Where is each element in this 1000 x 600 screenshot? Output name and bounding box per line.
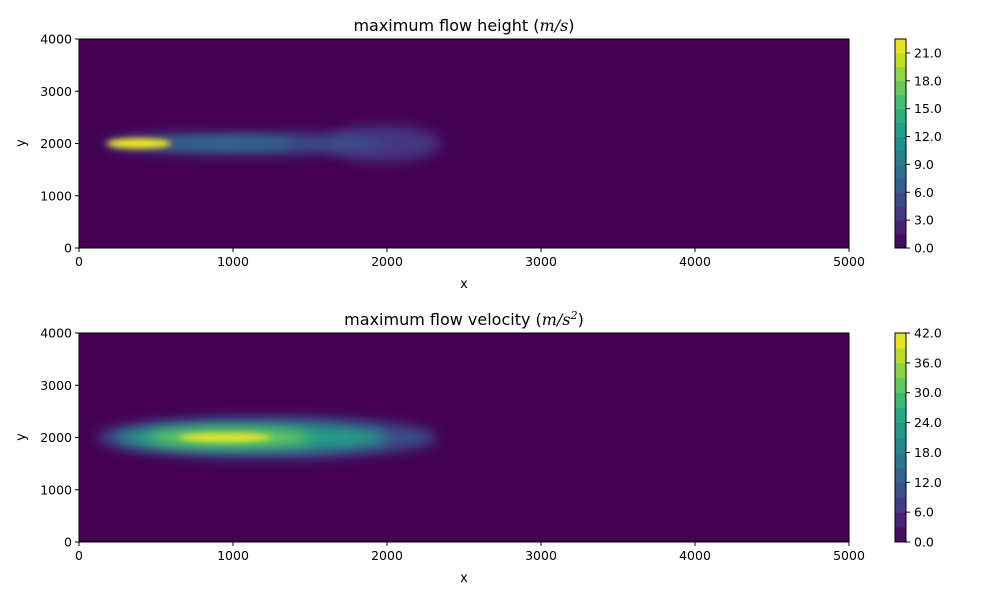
colorbar-tick-label: 9.0 bbox=[914, 157, 934, 172]
field-peak bbox=[106, 138, 172, 149]
y-tick-label: 0 bbox=[64, 241, 72, 256]
colorbar-tick-label: 21.0 bbox=[914, 45, 942, 60]
colorbar-band bbox=[895, 136, 906, 151]
colorbar-tick-label: 6.0 bbox=[914, 185, 934, 200]
colorbar-tick-label: 0.0 bbox=[914, 241, 934, 256]
colorbar-bands bbox=[895, 333, 906, 543]
x-tick-label: 3000 bbox=[525, 548, 557, 563]
colorbar-tick-label: 6.0 bbox=[914, 505, 934, 520]
colorbar-band bbox=[895, 234, 906, 249]
colorbar-band bbox=[895, 527, 906, 543]
heatmap-marks bbox=[102, 125, 441, 162]
y-tick-label: 3000 bbox=[40, 84, 72, 99]
x-tick-label: 1000 bbox=[217, 548, 249, 563]
chart-title: maximum flow height (m/s) bbox=[353, 16, 574, 35]
y-tick-label: 3000 bbox=[40, 378, 72, 393]
colorbar-band bbox=[895, 452, 906, 468]
colorbar-band bbox=[895, 94, 906, 110]
colorbar-tick-label: 36.0 bbox=[914, 355, 942, 370]
colorbar-band bbox=[895, 39, 906, 54]
colorbar-band bbox=[895, 122, 906, 138]
colorbar-band bbox=[895, 347, 906, 364]
y-tick-label: 4000 bbox=[40, 326, 72, 341]
colorbar: 0.0 3.0 6.0 9.0 12.0 15.0 18.0 21.0 bbox=[894, 38, 942, 256]
colorbar-band bbox=[895, 220, 906, 235]
y-tick-label: 0 bbox=[64, 535, 72, 550]
colorbar-band bbox=[895, 178, 906, 193]
colorbar-tick-label: 18.0 bbox=[914, 445, 942, 460]
colorbar-band bbox=[895, 164, 906, 179]
colorbar-band bbox=[895, 80, 906, 96]
colorbar-tick-label: 12.0 bbox=[914, 475, 942, 490]
x-ticks: 0 1000 2000 3000 4000 5000 bbox=[75, 248, 865, 269]
field-core bbox=[156, 138, 295, 149]
y-tick-label: 2000 bbox=[40, 136, 72, 151]
x-axis-label: x bbox=[460, 277, 468, 292]
colorbar-bands bbox=[895, 39, 906, 249]
field-peak bbox=[179, 433, 272, 442]
y-ticks: 0 1000 2000 3000 4000 bbox=[40, 326, 79, 550]
y-tick-label: 4000 bbox=[40, 32, 72, 47]
chart-title: maximum flow velocity (m/s2) bbox=[344, 309, 584, 330]
x-tick-label: 5000 bbox=[833, 548, 865, 563]
colorbar-band bbox=[895, 108, 906, 124]
colorbar-tick-label: 15.0 bbox=[914, 101, 942, 116]
colorbar-ticks: 0.0 3.0 6.0 9.0 12.0 15.0 18.0 21.0 bbox=[906, 45, 942, 256]
colorbar-band bbox=[895, 407, 906, 424]
colorbar-frame bbox=[894, 332, 907, 543]
colorbar-band bbox=[895, 52, 906, 68]
colorbar-tick-label: 3.0 bbox=[914, 213, 934, 228]
heatmap-marks bbox=[97, 416, 437, 459]
y-axis-label: y bbox=[14, 433, 29, 441]
colorbar-band bbox=[895, 512, 906, 528]
colorbar-band bbox=[895, 66, 906, 82]
colorbar-tick-label: 24.0 bbox=[914, 415, 942, 430]
x-tick-label: 4000 bbox=[679, 548, 711, 563]
x-tick-label: 5000 bbox=[833, 254, 865, 269]
colorbar-band bbox=[895, 377, 906, 394]
colorbar-band bbox=[895, 206, 906, 221]
x-ticks: 0 1000 2000 3000 4000 5000 bbox=[75, 542, 865, 563]
height-panel: maximum flow height (m/s) 0 1000 2000 3000 4… bbox=[14, 16, 942, 292]
colorbar-band bbox=[895, 392, 906, 409]
colorbar-tick-label: 30.0 bbox=[914, 385, 942, 400]
x-tick-label: 2000 bbox=[371, 254, 403, 269]
y-ticks: 0 1000 2000 3000 4000 bbox=[40, 32, 79, 256]
colorbar-tick-label: 18.0 bbox=[914, 73, 942, 88]
y-tick-label: 1000 bbox=[40, 482, 72, 497]
x-tick-label: 4000 bbox=[679, 254, 711, 269]
colorbar-frame bbox=[894, 38, 907, 249]
x-tick-label: 3000 bbox=[525, 254, 557, 269]
colorbar-tick-label: 12.0 bbox=[914, 129, 942, 144]
velocity-panel: maximum flow velocity (m/s2) 0 1000 2000 30… bbox=[14, 309, 942, 587]
colorbar: 0.0 6.0 12.0 18.0 24.0 30.0 36.0 42.0 bbox=[894, 326, 942, 550]
colorbar-band bbox=[895, 150, 906, 165]
colorbar-band bbox=[895, 482, 906, 498]
colorbar-ticks: 0.0 6.0 12.0 18.0 24.0 30.0 36.0 42.0 bbox=[906, 326, 942, 550]
colorbar-band bbox=[895, 422, 906, 438]
y-axis-label: y bbox=[14, 139, 29, 147]
colorbar-band bbox=[895, 192, 906, 207]
x-tick-label: 0 bbox=[75, 254, 83, 269]
colorbar-band bbox=[895, 437, 906, 453]
colorbar-tick-label: 0.0 bbox=[914, 535, 934, 550]
colorbar-band bbox=[895, 362, 906, 379]
x-tick-label: 2000 bbox=[371, 548, 403, 563]
colorbar-band bbox=[895, 497, 906, 513]
y-tick-label: 2000 bbox=[40, 430, 72, 445]
colorbar-tick-label: 42.0 bbox=[914, 326, 942, 341]
y-tick-label: 1000 bbox=[40, 188, 72, 203]
x-tick-label: 1000 bbox=[217, 254, 249, 269]
x-tick-label: 0 bbox=[75, 548, 83, 563]
colorbar-band bbox=[895, 467, 906, 483]
x-axis-label: x bbox=[460, 571, 468, 586]
colorbar-band bbox=[895, 333, 906, 349]
